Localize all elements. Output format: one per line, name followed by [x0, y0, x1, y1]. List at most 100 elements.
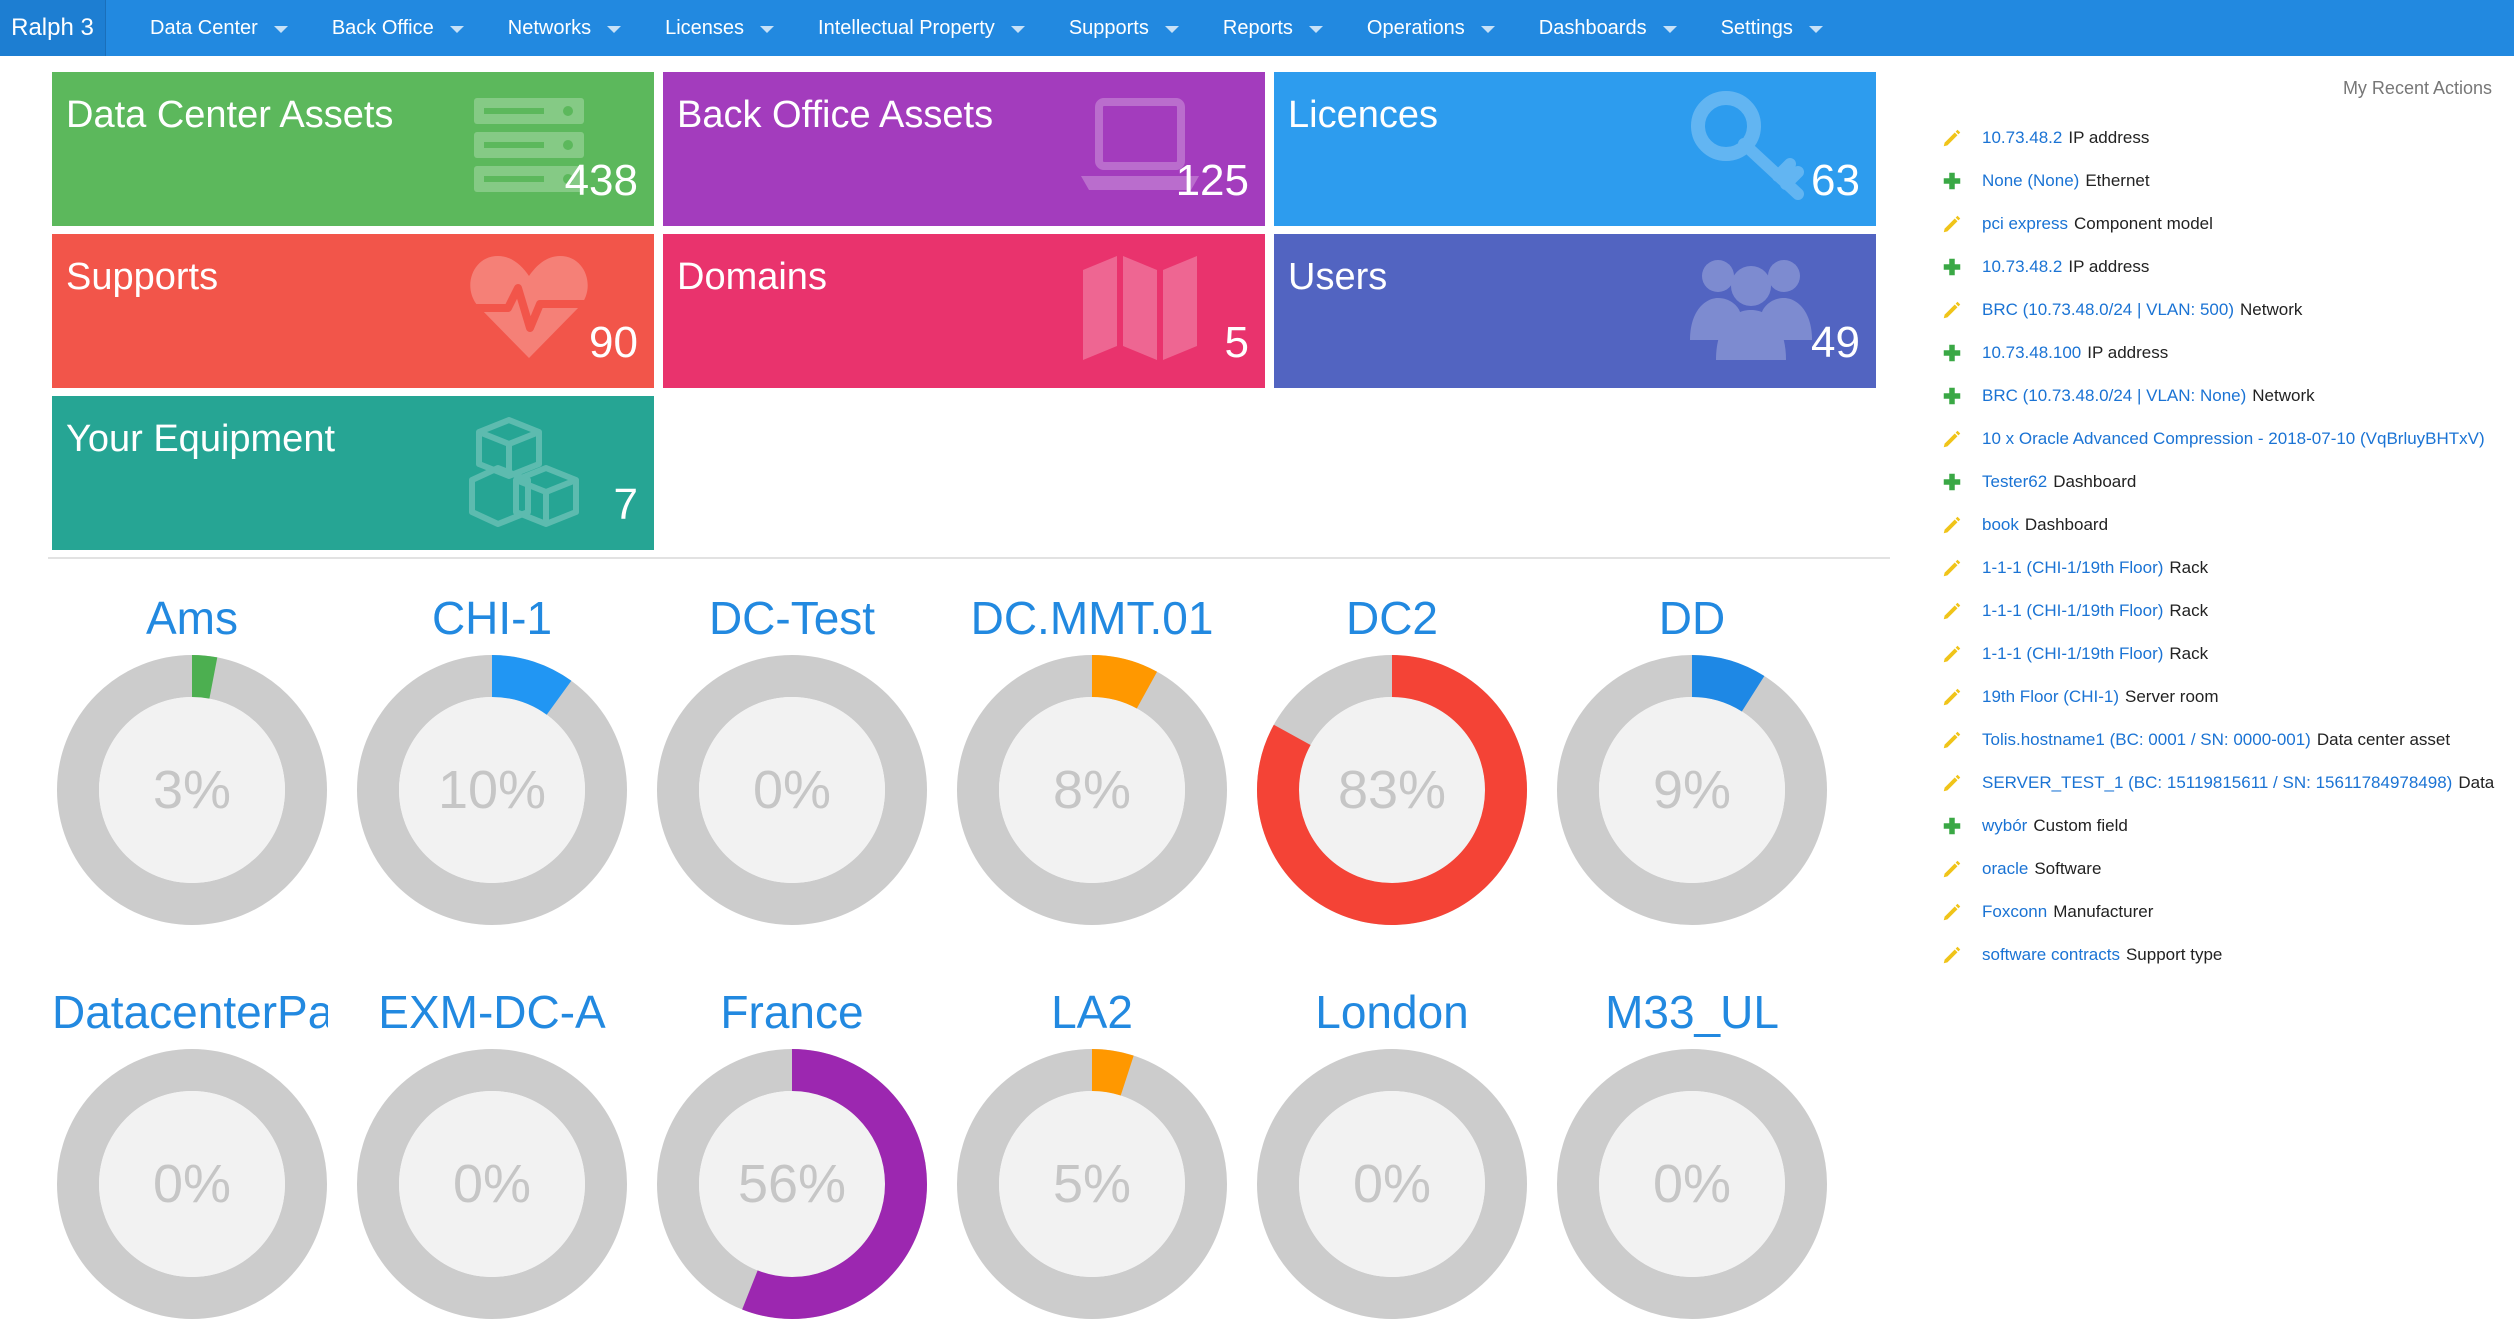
recent-action-type: Support type: [2125, 944, 2223, 964]
donut-dc-test[interactable]: DC-Test 0%: [652, 590, 932, 925]
donut-title[interactable]: London: [1315, 986, 1469, 1038]
donut-datacenterpa[interactable]: DatacenterPa 0%: [52, 984, 332, 1319]
recent-action-item: Tester62 Dashboard: [1930, 460, 2514, 503]
donut-la2[interactable]: LA2 5%: [952, 984, 1232, 1319]
donut-percent-label: 0%: [1652, 1154, 1732, 1214]
donut-exm-dc-a[interactable]: EXM-DC-A 0%: [352, 984, 632, 1319]
pencil-icon: [1930, 513, 1974, 537]
recent-action-link[interactable]: None (None): [1982, 170, 2080, 190]
recent-action-link[interactable]: oracle: [1982, 858, 2029, 878]
recent-action-link[interactable]: software contracts: [1982, 944, 2120, 964]
pencil-icon: [1930, 728, 1974, 752]
donut-title[interactable]: DC-Test: [708, 592, 876, 644]
tile-users[interactable]: Users 49: [1274, 234, 1876, 388]
map-icon: [1075, 248, 1205, 368]
recent-action-link[interactable]: pci express: [1982, 213, 2068, 233]
donut-center: [1599, 1091, 1785, 1277]
recent-action-item: software contracts Support type: [1930, 933, 2514, 976]
donut-m33-ul[interactable]: M33_UL 0%: [1552, 984, 1832, 1319]
donut-title[interactable]: DC.MMT.01: [970, 592, 1214, 644]
tile-back-office-assets[interactable]: Back Office Assets 125: [663, 72, 1265, 226]
recent-action-type: Software: [2034, 858, 2102, 878]
donut-title[interactable]: Ams: [146, 592, 238, 644]
donut-dc-mmt-01[interactable]: DC.MMT.01 8%: [952, 590, 1232, 925]
brand-logo[interactable]: Ralph 3: [0, 0, 106, 56]
donut-track: [657, 655, 927, 925]
recent-action-link[interactable]: Foxconn: [1982, 901, 2048, 921]
recent-action-link[interactable]: BRC (10.73.48.0/24 | VLAN: None): [1982, 385, 2247, 405]
recent-action-item: BRC (10.73.48.0/24 | VLAN: 500) Network: [1930, 288, 2514, 331]
nav-item-networks[interactable]: Networks: [464, 0, 622, 56]
donut-dc2[interactable]: DC2 83%: [1252, 590, 1532, 925]
nav-item-supports[interactable]: Supports: [1025, 0, 1179, 56]
recent-action-link[interactable]: 19th Floor (CHI-1): [1982, 686, 2119, 706]
recent-action-link[interactable]: wybór: [1982, 815, 2028, 835]
recent-action-link[interactable]: 1-1-1 (CHI-1/19th Floor): [1982, 643, 2164, 663]
recent-action-type: Rack: [2169, 643, 2209, 663]
donut-percent-label: 5%: [1052, 1154, 1132, 1214]
recent-action-item: Tolis.hostname1 (BC: 0001 / SN: 0000-001…: [1930, 718, 2514, 761]
donut-title[interactable]: CHI-1: [431, 592, 553, 644]
recent-action-item: 1-1-1 (CHI-1/19th Floor) Rack: [1930, 632, 2514, 675]
pencil-icon: [1930, 857, 1974, 881]
donut-chart: [957, 1049, 1227, 1319]
recent-action-link[interactable]: 10.73.48.2: [1982, 127, 2063, 147]
donut-used-arc: [957, 655, 1227, 925]
plus-icon: [1930, 814, 1974, 838]
nav-item-operations[interactable]: Operations: [1323, 0, 1495, 56]
tile-label: Licences: [1288, 94, 1438, 136]
nav-item-reports[interactable]: Reports: [1179, 0, 1323, 56]
recent-action-link[interactable]: 10.73.48.100: [1982, 342, 2082, 362]
donut-center: [999, 697, 1185, 883]
nav-item-intellectual-property[interactable]: Intellectual Property: [774, 0, 1025, 56]
tile-label: Users: [1288, 256, 1388, 298]
donut-chart: [1557, 1049, 1827, 1319]
donut-title[interactable]: DatacenterPa: [52, 986, 328, 1038]
donut-ams[interactable]: Ams 3%: [52, 590, 332, 925]
tile-count: 5: [1224, 318, 1249, 367]
nav-item-back-office[interactable]: Back Office: [288, 0, 464, 56]
recent-action-link[interactable]: BRC (10.73.48.0/24 | VLAN: 500): [1982, 299, 2235, 319]
donut-title[interactable]: France: [720, 986, 864, 1038]
donut-dd[interactable]: DD 9%: [1552, 590, 1832, 925]
recent-action-link[interactable]: 10.73.48.2: [1982, 256, 2063, 276]
recent-action-link[interactable]: Tester62: [1982, 471, 2048, 491]
tile-domains[interactable]: Domains 5: [663, 234, 1265, 388]
key-icon: [1686, 86, 1816, 206]
recent-action-item: wybór Custom field: [1930, 804, 2514, 847]
caret-down-icon: [1480, 25, 1495, 33]
recent-action-link[interactable]: book: [1982, 514, 2019, 534]
nav-item-data-center[interactable]: Data Center: [106, 0, 288, 56]
nav-item-settings[interactable]: Settings: [1677, 0, 1823, 56]
tile-count: 7: [613, 480, 638, 529]
donut-london[interactable]: London 0%: [1252, 984, 1532, 1319]
tile-label: Data Center Assets: [66, 94, 394, 136]
tile-label: Back Office Assets: [677, 94, 994, 136]
donut-france[interactable]: France 56%: [652, 984, 932, 1319]
nav-item-licenses[interactable]: Licenses: [621, 0, 775, 56]
recent-action-link[interactable]: 1-1-1 (CHI-1/19th Floor): [1982, 600, 2164, 620]
tile-data-center-assets[interactable]: Data Center Assets 438: [52, 72, 654, 226]
caret-down-icon: [273, 25, 288, 33]
donut-chi-1[interactable]: CHI-1 10%: [352, 590, 632, 925]
recent-action-link[interactable]: 10 x Oracle Advanced Compression - 2018-…: [1982, 428, 2485, 448]
donut-chart: [957, 655, 1227, 925]
donut-percent-label: 10%: [437, 760, 547, 820]
donut-title[interactable]: DD: [1658, 592, 1726, 644]
tile-licences[interactable]: Licences 63: [1274, 72, 1876, 226]
nav-item-label: Data Center: [150, 16, 258, 39]
tile-count: 125: [1175, 156, 1249, 205]
recent-action-item: book Dashboard: [1930, 503, 2514, 546]
donut-title[interactable]: LA2: [1051, 986, 1133, 1038]
donut-title[interactable]: EXM-DC-A: [378, 986, 606, 1038]
recent-action-item: BRC (10.73.48.0/24 | VLAN: None) Network: [1930, 374, 2514, 417]
tile-your-equipment[interactable]: Your Equipment 7: [52, 396, 654, 550]
recent-action-link[interactable]: SERVER_TEST_1 (BC: 15119815611 / SN: 156…: [1982, 772, 2453, 792]
tile-supports[interactable]: Supports 90: [52, 234, 654, 388]
nav-item-dashboards[interactable]: Dashboards: [1495, 0, 1677, 56]
donut-title[interactable]: M33_UL: [1605, 986, 1779, 1038]
donut-percent-label: 9%: [1652, 760, 1732, 820]
recent-action-link[interactable]: Tolis.hostname1 (BC: 0001 / SN: 0000-001…: [1982, 729, 2311, 749]
donut-title[interactable]: DC2: [1345, 592, 1439, 644]
recent-action-link[interactable]: 1-1-1 (CHI-1/19th Floor): [1982, 557, 2164, 577]
